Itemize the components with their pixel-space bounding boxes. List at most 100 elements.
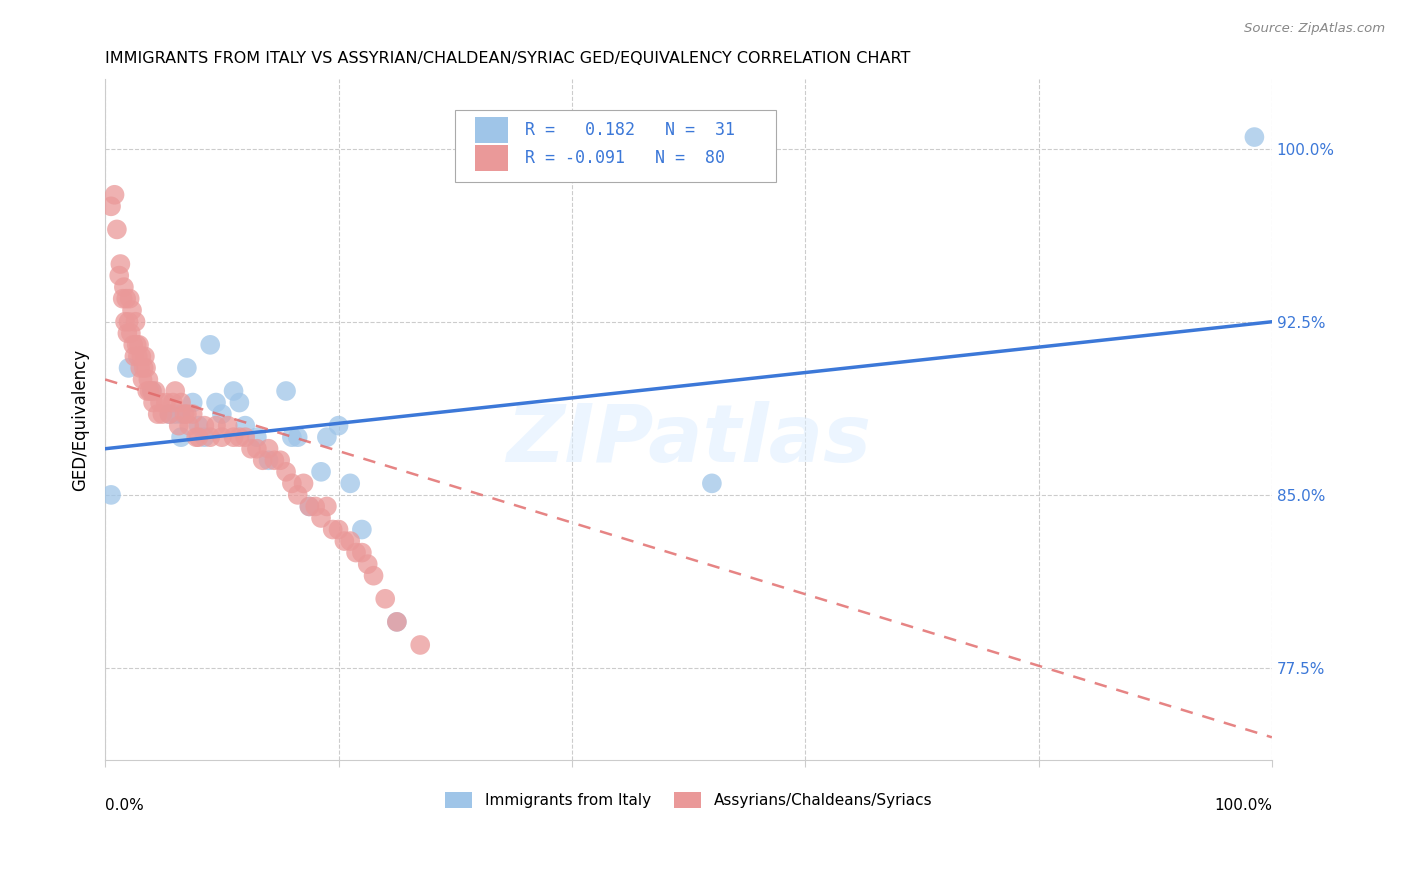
Point bbox=[170, 407, 193, 421]
Point bbox=[141, 384, 163, 398]
Point bbox=[108, 268, 131, 283]
Point bbox=[150, 407, 173, 421]
Point bbox=[222, 430, 245, 444]
Point bbox=[274, 465, 297, 479]
Point bbox=[118, 292, 141, 306]
Point bbox=[281, 476, 304, 491]
Point bbox=[200, 338, 222, 352]
Point bbox=[165, 384, 187, 398]
Point bbox=[157, 407, 180, 421]
Bar bbox=[475, 145, 508, 171]
Point bbox=[105, 222, 128, 236]
Point bbox=[298, 500, 321, 514]
Y-axis label: GED/Equivalency: GED/Equivalency bbox=[72, 349, 89, 491]
Point bbox=[141, 384, 163, 398]
Point bbox=[1243, 130, 1265, 145]
Point bbox=[315, 430, 337, 444]
Text: 100.0%: 100.0% bbox=[1213, 797, 1272, 813]
Point bbox=[328, 418, 350, 433]
Point bbox=[357, 557, 380, 571]
Text: ZIPatlas: ZIPatlas bbox=[506, 401, 872, 479]
Point bbox=[350, 523, 373, 537]
Point bbox=[117, 315, 139, 329]
Point bbox=[162, 395, 184, 409]
Point bbox=[142, 395, 165, 409]
Point bbox=[228, 395, 250, 409]
Point bbox=[122, 338, 145, 352]
Point bbox=[217, 418, 239, 433]
Point bbox=[179, 418, 201, 433]
Point bbox=[112, 280, 135, 294]
Point bbox=[134, 350, 156, 364]
Text: R =   0.182   N =  31: R = 0.182 N = 31 bbox=[526, 120, 735, 139]
Point bbox=[121, 303, 143, 318]
Point bbox=[700, 476, 723, 491]
Point bbox=[128, 338, 150, 352]
Point bbox=[157, 407, 180, 421]
Legend: Immigrants from Italy, Assyrians/Chaldeans/Syriacs: Immigrants from Italy, Assyrians/Chaldea… bbox=[439, 786, 938, 814]
Point bbox=[309, 465, 332, 479]
Point bbox=[138, 384, 160, 398]
Point bbox=[257, 442, 280, 456]
Point bbox=[344, 546, 367, 560]
Point bbox=[211, 430, 233, 444]
Point bbox=[120, 326, 142, 341]
Point bbox=[131, 350, 153, 364]
Point bbox=[339, 476, 361, 491]
Point bbox=[181, 395, 204, 409]
Point bbox=[385, 615, 408, 629]
Point bbox=[173, 407, 195, 421]
Point bbox=[131, 372, 153, 386]
Point bbox=[135, 360, 157, 375]
Point bbox=[100, 199, 122, 213]
Point bbox=[149, 395, 172, 409]
Point bbox=[187, 418, 209, 433]
Point bbox=[187, 430, 209, 444]
Point bbox=[228, 430, 250, 444]
Point bbox=[246, 442, 269, 456]
Point bbox=[257, 453, 280, 467]
Point bbox=[252, 453, 274, 467]
Point bbox=[181, 407, 204, 421]
Point bbox=[136, 384, 159, 398]
Point bbox=[233, 418, 256, 433]
Point bbox=[170, 395, 193, 409]
Point bbox=[304, 500, 326, 514]
Point bbox=[246, 430, 269, 444]
Point bbox=[110, 257, 132, 271]
Point bbox=[350, 546, 373, 560]
Point bbox=[176, 407, 198, 421]
Point bbox=[165, 407, 187, 421]
Point bbox=[233, 430, 256, 444]
Point bbox=[193, 430, 215, 444]
Text: 0.0%: 0.0% bbox=[105, 797, 143, 813]
Point bbox=[176, 360, 198, 375]
Point bbox=[240, 442, 263, 456]
Point bbox=[146, 407, 169, 421]
Point bbox=[100, 488, 122, 502]
Point bbox=[132, 360, 155, 375]
Point bbox=[193, 418, 215, 433]
Point bbox=[155, 395, 177, 409]
Point bbox=[322, 523, 344, 537]
Point bbox=[127, 350, 149, 364]
Point bbox=[129, 360, 152, 375]
Point bbox=[292, 476, 315, 491]
Point bbox=[125, 338, 148, 352]
Point bbox=[200, 430, 222, 444]
Point bbox=[385, 615, 408, 629]
Point bbox=[263, 453, 285, 467]
Point bbox=[205, 418, 228, 433]
Point bbox=[117, 360, 139, 375]
Point bbox=[103, 187, 125, 202]
Point bbox=[124, 350, 146, 364]
Point bbox=[145, 384, 167, 398]
Point bbox=[138, 372, 160, 386]
Text: R = -0.091   N =  80: R = -0.091 N = 80 bbox=[526, 149, 725, 168]
Point bbox=[205, 395, 228, 409]
Point bbox=[409, 638, 432, 652]
Point bbox=[333, 534, 356, 549]
Point bbox=[374, 591, 396, 606]
Point bbox=[298, 500, 321, 514]
Point bbox=[274, 384, 297, 398]
